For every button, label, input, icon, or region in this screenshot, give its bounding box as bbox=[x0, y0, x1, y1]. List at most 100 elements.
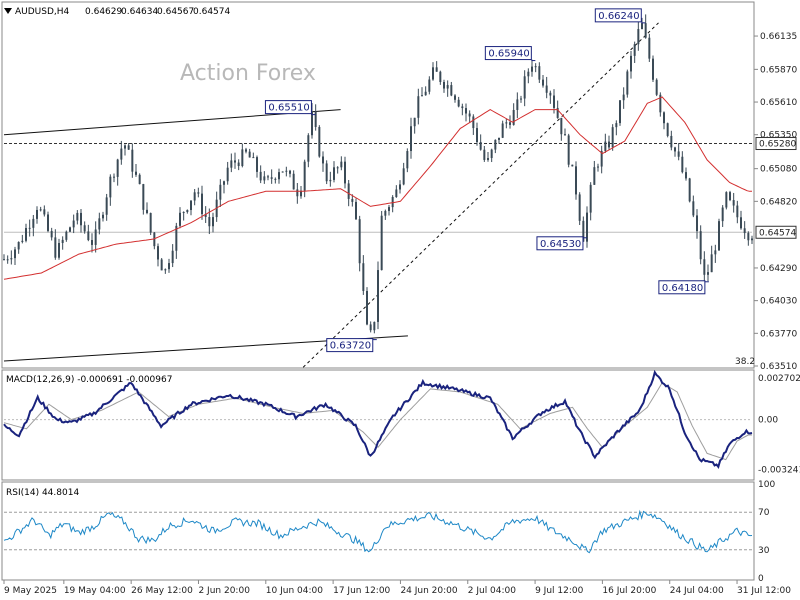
candle-body bbox=[21, 240, 24, 242]
candle-body bbox=[531, 66, 533, 72]
candle-body bbox=[600, 150, 603, 167]
candle-body bbox=[168, 263, 170, 270]
candle-body bbox=[340, 161, 343, 168]
candle-body bbox=[501, 123, 504, 138]
candle-body bbox=[245, 149, 247, 152]
candle-body bbox=[498, 137, 500, 140]
candle-body bbox=[490, 149, 493, 159]
candle-body bbox=[622, 94, 625, 101]
candle-body bbox=[718, 221, 720, 251]
candle-body bbox=[102, 214, 104, 219]
ohlc-high: 0.64634 bbox=[121, 7, 158, 17]
candle-body bbox=[443, 82, 445, 89]
candle-body bbox=[710, 254, 713, 273]
candle-body bbox=[413, 117, 416, 127]
macd-signal-line bbox=[3, 382, 752, 461]
candle-body bbox=[285, 170, 288, 172]
candle-body bbox=[256, 157, 258, 172]
rsi-series bbox=[3, 509, 753, 554]
candle-body bbox=[685, 172, 687, 179]
candle-body bbox=[127, 145, 130, 150]
candle-body bbox=[109, 176, 112, 198]
candle-body bbox=[50, 230, 53, 238]
candle-body bbox=[410, 126, 412, 152]
candle-body bbox=[190, 200, 192, 211]
candle-body bbox=[729, 192, 731, 201]
candle-body bbox=[72, 220, 75, 228]
candle-body bbox=[322, 156, 324, 164]
candle-body bbox=[208, 217, 211, 227]
candle-body bbox=[248, 151, 251, 158]
candle-body bbox=[296, 189, 299, 197]
candle-body bbox=[237, 162, 240, 167]
candle-body bbox=[160, 259, 163, 271]
candle-body bbox=[138, 174, 141, 185]
candle-body bbox=[604, 141, 607, 151]
candle-body bbox=[135, 171, 137, 175]
swing-label-box bbox=[594, 8, 642, 23]
candle-body bbox=[380, 215, 383, 271]
candle-body bbox=[395, 189, 398, 198]
price-axis: 0.66135 0.65870 0.65610 0.65350 0.65080 0.648… bbox=[735, 32, 797, 372]
time-tick-label: 26 May 12:00 bbox=[131, 586, 193, 596]
candle-body bbox=[358, 219, 361, 264]
candle-body bbox=[468, 113, 471, 117]
macd-series bbox=[3, 369, 753, 469]
candle-body bbox=[483, 149, 486, 160]
candle-body bbox=[589, 184, 592, 213]
candle-body bbox=[633, 44, 636, 56]
candle-body bbox=[725, 192, 728, 208]
rsi-tick-label: 30 bbox=[758, 546, 770, 556]
candle-body bbox=[674, 147, 676, 152]
candle-body bbox=[94, 229, 97, 245]
candle-body bbox=[721, 207, 724, 222]
candle-body bbox=[281, 171, 284, 173]
candle-body bbox=[479, 142, 482, 150]
time-tick-label: 24 Jul 04:00 bbox=[670, 586, 724, 596]
candle-body bbox=[182, 212, 185, 214]
candle-body bbox=[226, 167, 229, 182]
time-tick-label: 17 Jun 12:00 bbox=[333, 586, 390, 596]
candle-body bbox=[747, 233, 750, 241]
candle-body bbox=[659, 94, 662, 113]
candle-body bbox=[681, 156, 684, 173]
candle-body bbox=[505, 122, 508, 124]
candle-body bbox=[91, 240, 93, 245]
candle-body bbox=[267, 176, 269, 178]
candle-body bbox=[406, 151, 409, 169]
candle-body bbox=[688, 178, 691, 202]
candle-body bbox=[252, 157, 255, 159]
candle-body bbox=[105, 197, 108, 215]
candle-body bbox=[454, 95, 456, 100]
dropdown-triangle-icon[interactable] bbox=[4, 8, 12, 14]
candle-body bbox=[113, 176, 115, 178]
candle-body bbox=[542, 79, 544, 86]
candle-body bbox=[69, 227, 71, 232]
candle-body bbox=[743, 228, 746, 234]
candle-body bbox=[465, 108, 467, 114]
candle-body bbox=[714, 250, 717, 255]
candle-body bbox=[751, 238, 753, 241]
time-tick-label: 31 Jul 12:00 bbox=[737, 586, 791, 596]
candle-body bbox=[578, 194, 581, 221]
macd-panel: MACD(12,26,9) -0.000691 -0.000967 0.0027… bbox=[1, 369, 800, 481]
rsi-tick-label: 100 bbox=[758, 480, 775, 490]
candle-body bbox=[197, 192, 200, 194]
macd-line bbox=[3, 369, 753, 469]
candle-body bbox=[47, 214, 49, 231]
level-tag-box bbox=[755, 137, 797, 151]
candle-body bbox=[76, 212, 79, 221]
candle-body bbox=[193, 192, 196, 201]
candle-body bbox=[699, 231, 702, 260]
candle-body bbox=[179, 212, 181, 226]
candle-body bbox=[369, 324, 372, 331]
rsi-label: RSI(14) 44.8014 bbox=[6, 488, 79, 498]
candle-body bbox=[707, 272, 709, 275]
candle-body bbox=[703, 259, 706, 275]
price-panel: Action Forex 0.66240 0.65940 0.65510 0.6453… bbox=[1, 1, 797, 372]
level-tag-label: 0.65280 bbox=[759, 140, 796, 150]
candle-body bbox=[87, 231, 90, 241]
price-tick-label: 0.63510 bbox=[760, 362, 797, 372]
candle-body bbox=[124, 145, 126, 149]
candle-body bbox=[424, 91, 427, 96]
